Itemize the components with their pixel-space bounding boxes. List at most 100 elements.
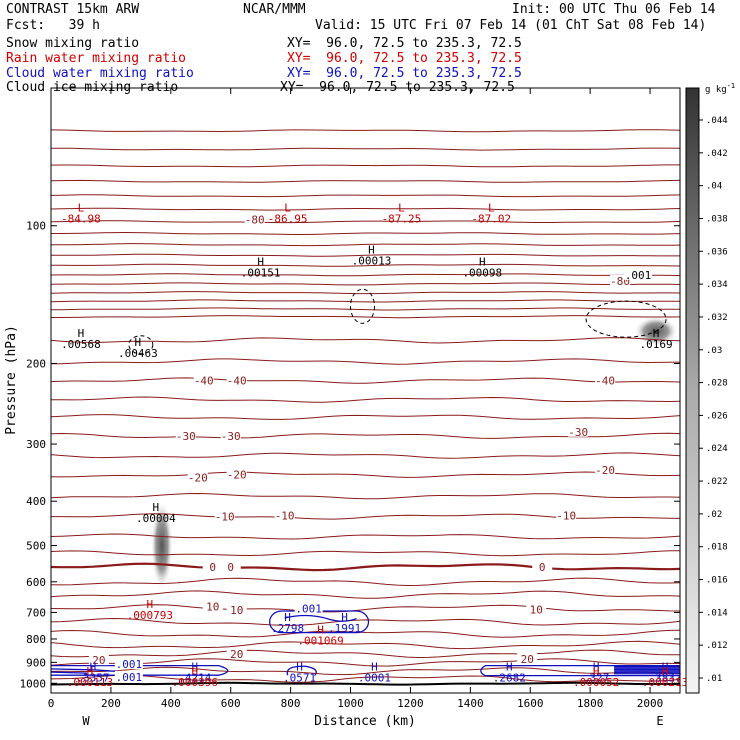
- extremum-marker: H: [662, 665, 669, 678]
- isotherm-line: [50, 377, 681, 384]
- extremum-value: .2798: [271, 622, 304, 635]
- extremum-value: .0571: [283, 671, 316, 684]
- cloud-water-label: .001: [295, 603, 322, 616]
- x-tick-label: 400: [161, 697, 181, 710]
- isotherm-zero-line: [50, 562, 681, 572]
- temperature-label-bg: [556, 509, 577, 521]
- extremum-value: -86.95: [268, 212, 308, 225]
- temperature-label-bg: [517, 653, 538, 665]
- temperature-label-bg: [595, 374, 616, 386]
- extremum-value: .000396: [172, 676, 218, 689]
- temperature-label-bg: [193, 374, 214, 386]
- y-axis-label: Pressure (hPa): [4, 325, 19, 435]
- extremum-marker: L: [488, 201, 495, 214]
- extremum-marker: H: [153, 501, 160, 514]
- temperature-label: -10: [275, 510, 295, 523]
- cloud-ice-contour: [350, 288, 376, 324]
- contour-labels: -80-80-40 -40 -40-30 -30 -30-20 -20 -20-10 -10-…: [61, 201, 688, 689]
- temperature-label-bg: [220, 429, 241, 441]
- colorbar-tick-label: .038: [706, 214, 728, 224]
- temperature-label-bg: [595, 464, 616, 476]
- isotherm-line: [50, 577, 681, 587]
- cloud-water-label-bg: [114, 670, 143, 682]
- isotherm-line: [51, 147, 681, 151]
- field-snow-name: Snow mixing ratio: [6, 36, 140, 51]
- cloud-water-contour: [286, 665, 317, 677]
- isotherm-line: [50, 207, 681, 211]
- x-tick-label: 1800: [577, 697, 604, 710]
- extremum-value: .2682: [493, 671, 526, 684]
- isotherm-line: [50, 129, 681, 133]
- isotherm-line: [50, 282, 681, 286]
- temperature-label: -30: [568, 426, 588, 439]
- plot-frame: [50, 87, 681, 694]
- cloud-water-label: .001: [116, 658, 143, 671]
- extremum-value: .3357: [76, 671, 109, 684]
- colorbar-tick-label: .012: [706, 641, 728, 651]
- isotherm-line: [50, 291, 681, 295]
- extremum-marker: L: [78, 201, 85, 214]
- header-valid: Valid: 15 UTC Fri 07 Feb 14 (01 ChT Sat …: [315, 18, 707, 33]
- colorbar-tick-label: .016: [706, 576, 728, 586]
- temperature-label: -20: [227, 469, 247, 482]
- x-tick-label: 1200: [397, 697, 424, 710]
- temperature-label: 20: [521, 653, 534, 666]
- extremum-marker: H: [593, 660, 600, 673]
- isotherm-line: [51, 243, 681, 247]
- extremum-value: -87.02: [471, 212, 511, 225]
- x-tick-label: 600: [221, 697, 241, 710]
- header-init: Init: 00 UTC Thu 06 Feb 14: [512, 2, 716, 17]
- extremum-value: .000052: [573, 676, 619, 689]
- temperature-label-bg: [274, 509, 295, 521]
- temperature-label: -10: [215, 511, 235, 524]
- colorbar-tick-label: .036: [706, 247, 728, 257]
- colorbar-tick-label: .024: [706, 444, 728, 454]
- colorbar-unit-exponent: -1: [727, 82, 735, 90]
- temperature-label: -30: [176, 430, 196, 443]
- y-tick-label: 200: [26, 357, 46, 370]
- extremum-value: .0001: [358, 671, 391, 684]
- temperature-label-bg: [220, 561, 241, 573]
- extremum-value: .000113: [67, 676, 113, 689]
- cloud-water-contour: [51, 665, 229, 676]
- isotherm-line: [50, 253, 680, 257]
- temperature-label-bg: [226, 647, 247, 659]
- field-cloudwater-name: Cloud water mixing ratio: [6, 66, 194, 81]
- extremum-value: .0169: [639, 338, 672, 351]
- extremum-marker: H: [341, 611, 348, 624]
- colorbar-tick-label: .04: [706, 182, 722, 192]
- temperature-label-bg: [88, 654, 109, 666]
- cloud-ice-contour: [128, 335, 154, 355]
- temperature-label-bg: [568, 425, 589, 437]
- isotherm-line: [50, 640, 681, 650]
- temperature-label-bg: [202, 561, 223, 573]
- temperature-label: -30: [221, 430, 241, 443]
- field-rain-xy: XY= 96.0, 72.5 to 235.3, 72.5: [287, 51, 522, 66]
- y-tick-label: 500: [26, 540, 46, 553]
- colorbar-tick-label: .044: [706, 116, 728, 126]
- colorbar-tick-label: .01: [706, 674, 722, 684]
- extremum-marker: H: [296, 660, 303, 673]
- colorbar-unit-base: g kg: [705, 85, 727, 95]
- isotherm-line: [50, 649, 680, 659]
- extremum-value: .1991: [328, 622, 361, 635]
- extremum-value: .3837: [648, 671, 681, 684]
- isotherm-line: [50, 179, 681, 183]
- extremum-marker: H: [191, 660, 198, 673]
- extremum-marker: H: [257, 255, 264, 268]
- colorbar-tick-label: .042: [706, 149, 728, 159]
- temperature-label-bg: [532, 561, 553, 573]
- temperature-label-bg: [244, 213, 265, 225]
- extremum-marker: H: [87, 665, 94, 678]
- colorbar-tick-label: .034: [706, 280, 728, 290]
- isotherm-line: [50, 617, 681, 626]
- colorbar-tick-label: .028: [706, 379, 728, 389]
- y-tick-label: 400: [26, 495, 46, 508]
- isotherm-line: [50, 658, 681, 667]
- y-tick-label: 700: [26, 606, 46, 619]
- temperature-label: -10: [556, 510, 576, 523]
- isotherm-line: [50, 337, 681, 344]
- temperature-label-bg: [187, 471, 208, 483]
- extremum-value: .00151: [241, 266, 281, 279]
- isotherm-line: [50, 396, 681, 403]
